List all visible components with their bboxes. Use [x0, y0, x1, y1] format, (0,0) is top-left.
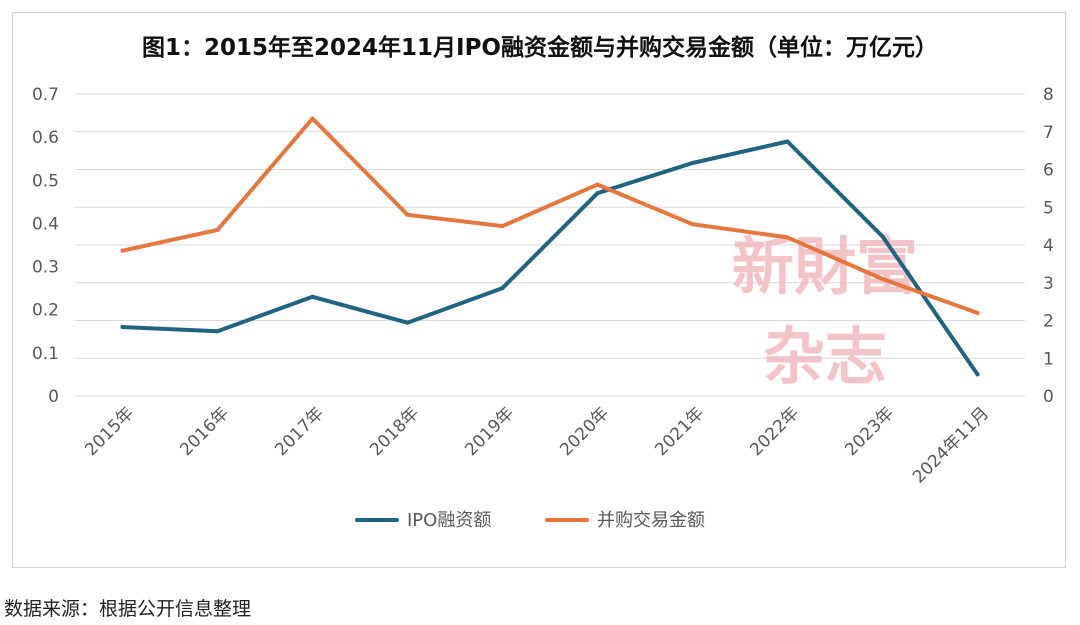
y-left-tick-label: 0.7: [32, 85, 59, 105]
y-right-tick-label: 5: [1043, 198, 1054, 218]
x-tick-label: 2018年: [366, 403, 423, 460]
chart: 图1：2015年至2024年11月IPO融资金额与并购交易金额（单位：万亿元） 0…: [32, 34, 1054, 531]
data-point: [215, 329, 220, 334]
y-left-tick-label: 0.1: [32, 344, 59, 364]
x-tick-label: 2017年: [271, 403, 328, 460]
data-point: [880, 276, 885, 281]
data-point: [500, 224, 505, 229]
data-point: [975, 372, 980, 377]
data-point: [690, 222, 695, 227]
series-line-2: [120, 116, 980, 315]
y-right-tick-label: 3: [1043, 274, 1054, 294]
source-note: 数据来源：根据公开信息整理: [4, 598, 252, 620]
y-right-tick-label: 1: [1043, 349, 1054, 369]
watermark-line2: 杂志: [763, 320, 887, 393]
data-point: [880, 234, 885, 239]
x-tick-label: 2022年: [746, 403, 803, 460]
y-right-tick-label: 8: [1043, 85, 1054, 105]
data-point: [595, 191, 600, 196]
watermark-line1: 新財富: [732, 230, 918, 303]
data-point: [120, 324, 125, 329]
x-tick-label: 2015年: [81, 403, 138, 460]
x-tick-label: 2024年11月: [909, 403, 993, 487]
series-line-1: [120, 139, 980, 377]
data-point: [785, 235, 790, 240]
data-point: [120, 248, 125, 253]
data-point: [405, 212, 410, 217]
data-point: [500, 286, 505, 291]
y-left-tick-label: 0.5: [32, 171, 59, 191]
data-point: [690, 161, 695, 166]
y-right-tick-label: 4: [1043, 236, 1054, 256]
y-right-tick-label: 6: [1043, 161, 1054, 181]
y-left-tick-label: 0.3: [32, 258, 59, 278]
data-point: [785, 139, 790, 144]
data-point: [405, 320, 410, 325]
y-left-tick-label: 0.6: [32, 128, 59, 148]
data-point: [975, 310, 980, 315]
data-point: [310, 294, 315, 299]
x-tick-label: 2021年: [651, 403, 708, 460]
x-tick-label: 2016年: [176, 403, 233, 460]
x-tick-label: 2019年: [461, 403, 518, 460]
data-point: [310, 116, 315, 121]
y-right-tick-label: 7: [1043, 123, 1054, 143]
chart-title: 图1：2015年至2024年11月IPO融资金额与并购交易金额（单位：万亿元）: [142, 34, 938, 61]
data-point: [595, 182, 600, 187]
data-point: [215, 227, 220, 232]
x-tick-label: 2023年: [841, 403, 898, 460]
y-right-tick-label: 0: [1043, 387, 1054, 407]
y-left-tick-label: 0.2: [32, 301, 59, 321]
chart-frame: 图1：2015年至2024年11月IPO融资金额与并购交易金额（单位：万亿元） 0…: [12, 12, 1066, 568]
y-left-tick-label: 0: [48, 387, 59, 407]
legend-label-2: 并购交易金额: [597, 510, 705, 531]
y-left-tick-label: 0.4: [32, 214, 59, 234]
y-right-tick-label: 2: [1043, 312, 1054, 332]
legend-label-1: IPO融资额: [407, 510, 491, 531]
x-tick-label: 2020年: [556, 403, 613, 460]
